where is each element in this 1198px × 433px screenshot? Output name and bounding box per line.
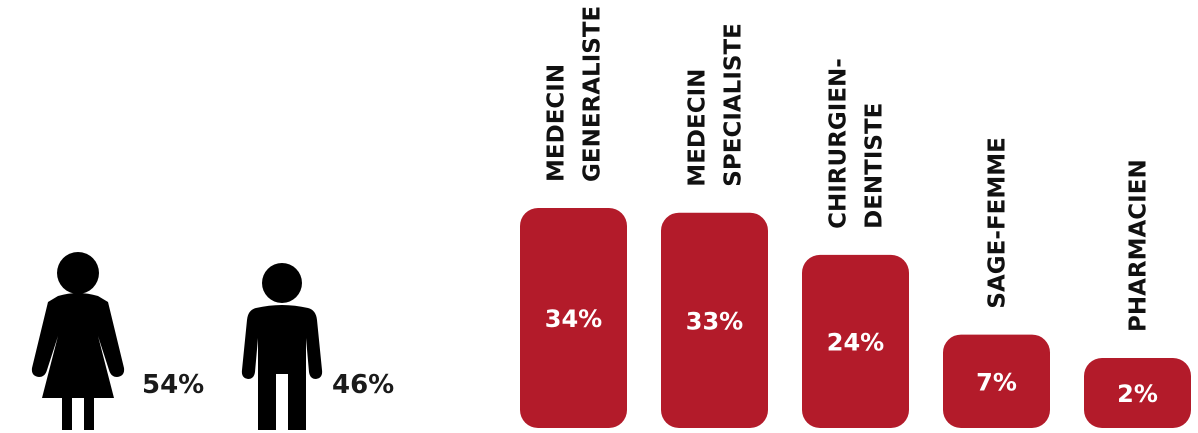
category-label-1-line-0: MEDECIN [685, 69, 711, 187]
category-label-4-line-0: PHARMACIEN [1126, 159, 1152, 332]
category-label-3-line-0: SAGE-FEMME [985, 137, 1011, 308]
bar-value-label-1: 33% [686, 307, 743, 335]
bar-value-label-3: 7% [976, 368, 1017, 396]
female-percentage: 54% [142, 370, 205, 400]
bar-4 [1084, 358, 1191, 428]
bar-2 [802, 254, 909, 428]
bar-1 [661, 212, 768, 428]
bar-value-label-4: 2% [1117, 380, 1158, 408]
woman-icon [31, 252, 125, 430]
bar-0 [520, 208, 627, 428]
bar-value-label-0: 34% [545, 305, 602, 333]
category-label-0-line-0: MEDECIN [544, 64, 570, 182]
bar-3 [943, 334, 1050, 428]
male-percentage: 46% [332, 370, 395, 400]
category-label-2-line-1: DENTISTE [862, 103, 888, 229]
bar-value-label-2: 24% [827, 328, 884, 356]
man-icon [241, 263, 323, 430]
category-label-1-line-1: SPECIALISTE [721, 23, 747, 187]
gender-breakdown: 54% 46% [0, 0, 500, 433]
category-label-0-line-1: GENERALISTE [580, 6, 606, 182]
category-label-2-line-0: CHIRURGIEN- [826, 58, 852, 229]
